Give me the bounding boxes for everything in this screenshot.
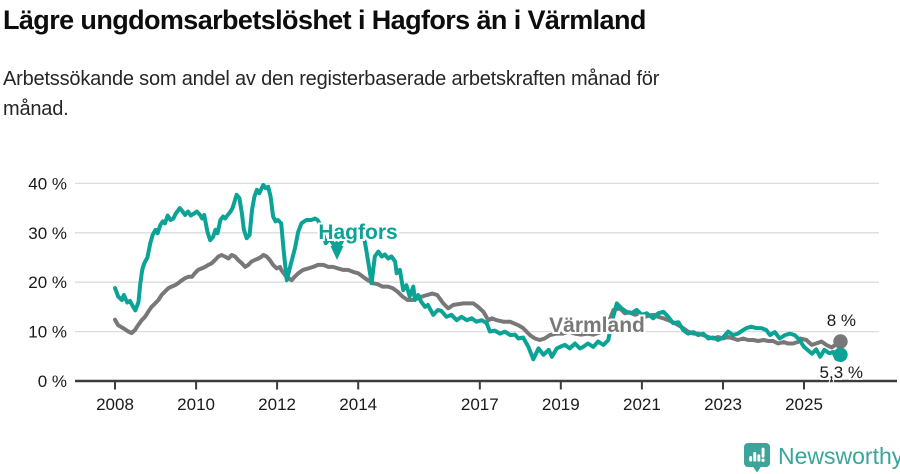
x-tick-label: 2019 — [542, 395, 580, 414]
chart-subtitle-line1: Arbetssökande som andel av den registerb… — [3, 68, 660, 90]
series-label-hagfors: Hagfors — [318, 221, 398, 244]
hagfors-arrow-icon — [330, 246, 344, 260]
end-value-hagfors: 5,3 % — [819, 363, 863, 382]
x-tick-label: 2017 — [461, 395, 499, 414]
x-tick-label: 2008 — [96, 395, 134, 414]
series-label-varmland: Värmland — [549, 314, 645, 337]
newsworthy-logo-icon — [744, 443, 770, 473]
chart-subtitle-line2: månad. — [3, 98, 69, 120]
chart-title: Lägre ungdomsarbetslöshet i Hagfors än i… — [3, 5, 646, 35]
y-tick-label: 20 % — [28, 273, 67, 292]
x-tick-label: 2010 — [177, 395, 215, 414]
y-tick-label: 30 % — [28, 224, 67, 243]
y-tick-label: 0 % — [38, 372, 67, 391]
hagfors-end-dot — [833, 347, 848, 362]
x-tick-label: 2021 — [623, 395, 661, 414]
x-tick-label: 2014 — [339, 395, 377, 414]
y-tick-label: 10 % — [28, 323, 67, 342]
varmland-end-dot — [833, 334, 848, 349]
x-tick-label: 2025 — [785, 395, 823, 414]
x-tick-label: 2012 — [258, 395, 296, 414]
x-tick-label: 2023 — [704, 395, 742, 414]
chart-subtitle: Arbetssökande som andel av den registerb… — [3, 64, 863, 124]
hagfors-line — [113, 182, 843, 362]
footer-brand: Newsworthy — [744, 443, 900, 473]
y-tick-label: 40 % — [28, 174, 67, 193]
end-value-varmland: 8 % — [826, 311, 856, 330]
newsworthy-logo-text: Newsworthy — [778, 443, 900, 469]
